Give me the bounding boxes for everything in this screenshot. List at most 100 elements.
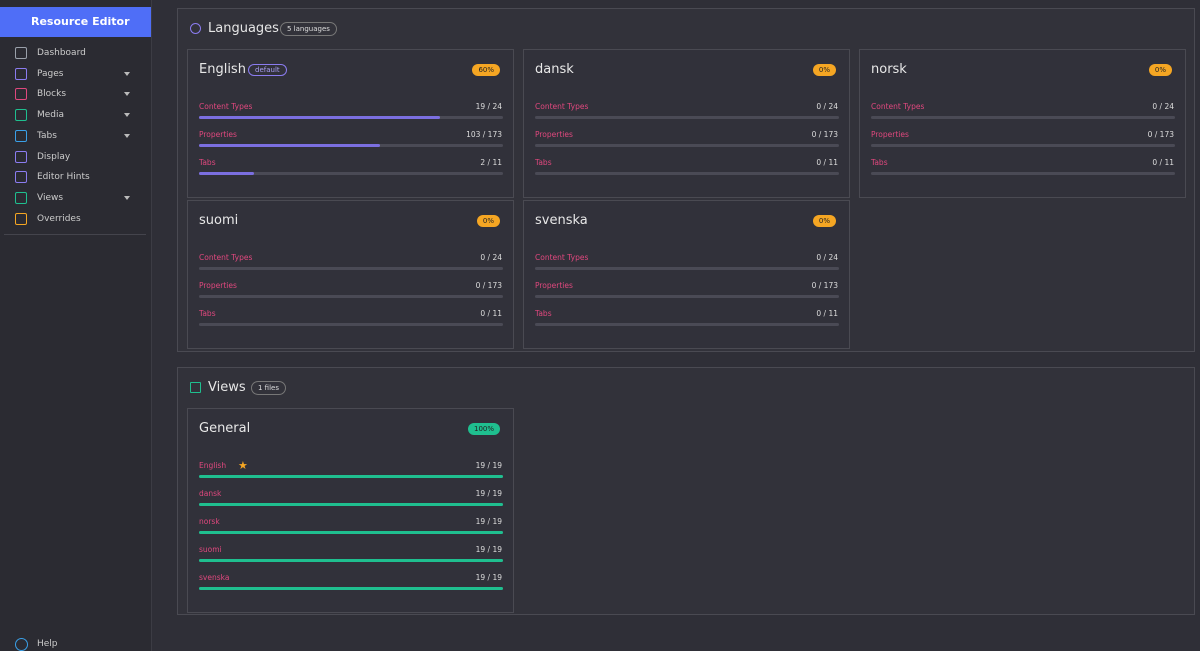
progress-track: [199, 116, 503, 119]
progress-track: [199, 172, 503, 175]
row-count: 19 / 19: [475, 489, 502, 498]
row-count: 0 / 24: [816, 253, 838, 262]
percent-badge: 0%: [476, 215, 500, 227]
progress-track: [199, 559, 503, 562]
expand-arrow[interactable]: [124, 195, 130, 200]
languages-panel: Languages 5 languages English default 60% Con…: [177, 8, 1195, 352]
nav-item[interactable]: Overrides: [37, 213, 81, 224]
progress-card[interactable]: General 100% English ★ 19 / 19 dansk 19 / 19 no…: [187, 408, 514, 613]
progress-fill: [199, 531, 503, 534]
expand-arrow[interactable]: [124, 113, 130, 118]
nav-icon: [15, 212, 27, 225]
row-count: 0 / 173: [811, 281, 838, 290]
help-link[interactable]: Help: [37, 639, 58, 649]
nav-icon: [15, 109, 27, 122]
card-title: General: [199, 421, 251, 436]
row-label: dansk: [199, 489, 222, 498]
progress-fill: [199, 587, 503, 590]
nav-item[interactable]: Display: [37, 151, 71, 162]
progress-track: [199, 587, 503, 590]
row-count: 19 / 19: [475, 545, 502, 554]
progress-track: [535, 172, 839, 175]
card-title: English: [199, 62, 246, 77]
nav-item[interactable]: Views: [37, 192, 64, 203]
progress-card[interactable]: svenska 0% Content Types 0 / 24 Properties 0 …: [523, 200, 850, 349]
row-label: Properties: [199, 130, 237, 139]
nav-item[interactable]: Blocks: [37, 89, 67, 100]
help-icon: [15, 638, 28, 651]
card-title: norsk: [871, 62, 907, 77]
progress-track: [199, 531, 503, 534]
progress-fill: [199, 116, 440, 119]
row-label: Content Types: [535, 102, 589, 111]
row-count: 0 / 173: [1147, 130, 1174, 139]
expand-arrow[interactable]: [124, 71, 130, 76]
progress-fill: [199, 475, 503, 478]
card-title: suomi: [199, 213, 239, 228]
row-label: Properties: [199, 281, 237, 290]
percent-badge: 0%: [812, 215, 836, 227]
section-title: Views: [208, 380, 246, 395]
progress-fill: [199, 144, 380, 147]
progress-track: [535, 323, 839, 326]
nav-item[interactable]: Tabs: [37, 130, 57, 141]
nav-item[interactable]: Pages: [37, 68, 64, 79]
percent-badge: 0%: [812, 64, 836, 76]
row-count: 0 / 11: [816, 158, 838, 167]
progress-card[interactable]: English default 60% Content Types 19 / 24 Pro…: [187, 49, 514, 198]
row-label: English: [199, 461, 227, 470]
row-count: 2 / 11: [480, 158, 502, 167]
nav-icon: [15, 129, 27, 142]
section-icon: [190, 23, 201, 34]
star-icon: ★: [238, 459, 248, 472]
count-badge: 5 languages: [280, 22, 337, 36]
progress-track: [871, 172, 1175, 175]
percent-badge: 60%: [472, 64, 500, 76]
nav-item[interactable]: Editor Hints: [37, 172, 90, 183]
row-count: 19 / 19: [475, 461, 502, 470]
progress-card[interactable]: dansk 0% Content Types 0 / 24 Properties 0 / …: [523, 49, 850, 198]
row-label: Tabs: [871, 158, 888, 167]
progress-fill: [199, 559, 503, 562]
row-label: suomi: [199, 545, 222, 554]
row-count: 0 / 11: [480, 309, 502, 318]
divider: [4, 234, 146, 235]
row-count: 19 / 19: [475, 573, 502, 582]
default-tag: default: [248, 64, 287, 76]
row-label: Tabs: [199, 158, 216, 167]
row-count: 103 / 173: [466, 130, 502, 139]
row-count: 0 / 24: [1152, 102, 1174, 111]
nav-icon: [15, 191, 27, 204]
expand-arrow[interactable]: [124, 133, 130, 138]
row-count: 19 / 24: [475, 102, 502, 111]
progress-card[interactable]: norsk 0% Content Types 0 / 24 Properties 0 / …: [859, 49, 1186, 198]
row-count: 0 / 24: [480, 253, 502, 262]
nav-icon: [15, 47, 27, 59]
nav-icon: [15, 150, 27, 163]
row-label: Properties: [535, 130, 573, 139]
section-title: Languages: [208, 21, 279, 36]
nav-item[interactable]: Media: [37, 110, 65, 121]
row-label: norsk: [199, 517, 220, 526]
section-icon: [190, 382, 201, 393]
row-label: Tabs: [199, 309, 216, 318]
card-title: dansk: [535, 62, 574, 77]
sidebar-title[interactable]: Resource Editor: [0, 7, 151, 37]
progress-track: [199, 323, 503, 326]
progress-fill: [199, 503, 503, 506]
row-label: Content Types: [199, 102, 253, 111]
percent-badge: 0%: [1148, 64, 1172, 76]
progress-card[interactable]: suomi 0% Content Types 0 / 24 Properties 0 / …: [187, 200, 514, 349]
row-label: Properties: [535, 281, 573, 290]
row-count: 0 / 11: [816, 309, 838, 318]
expand-arrow[interactable]: [124, 92, 130, 97]
nav-item[interactable]: Dashboard: [37, 48, 86, 58]
row-label: Tabs: [535, 158, 552, 167]
nav-icon: [15, 171, 27, 184]
progress-track: [535, 295, 839, 298]
progress-track: [535, 144, 839, 147]
progress-track: [199, 267, 503, 270]
progress-track: [535, 116, 839, 119]
nav-icon: [15, 88, 27, 101]
